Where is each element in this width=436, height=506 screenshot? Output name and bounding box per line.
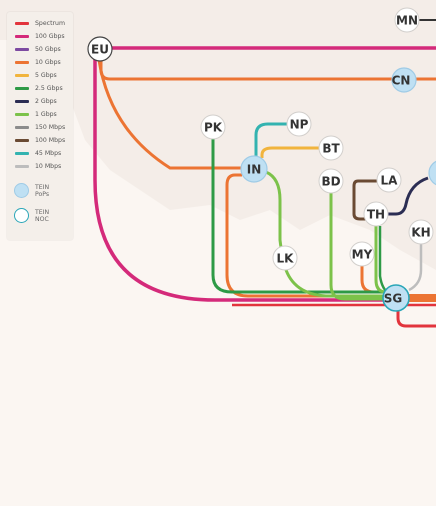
link-th-east-2g bbox=[388, 176, 429, 216]
node-mn[interactable]: MN bbox=[394, 7, 420, 33]
link-in-np-45m bbox=[254, 122, 288, 157]
legend-item-label: 150 Mbps bbox=[35, 124, 66, 131]
legend-item-label: 50 Gbps bbox=[35, 46, 61, 53]
legend-pops: TEIN PoPs bbox=[14, 183, 57, 198]
legend-item: 100 Gbps bbox=[15, 31, 65, 42]
node-east-pop[interactable] bbox=[428, 160, 436, 186]
legend-item: 50 Gbps bbox=[15, 44, 61, 55]
node-np[interactable]: NP bbox=[286, 111, 312, 137]
noc-circle-icon bbox=[14, 208, 29, 223]
legend-item: 45 Mbps bbox=[15, 148, 61, 159]
legend-item-label: 10 Gbps bbox=[35, 59, 61, 66]
legend-pops-label: TEIN PoPs bbox=[35, 183, 50, 198]
node-cn[interactable]: CN bbox=[391, 67, 417, 93]
node-label-mn: MN bbox=[396, 14, 418, 28]
legend-swatch bbox=[15, 22, 29, 25]
legend-swatch bbox=[15, 139, 29, 142]
node-sg[interactable]: SG bbox=[382, 284, 410, 312]
legend-item-label: 5 Gbps bbox=[35, 72, 57, 79]
link-kh-sg-10m bbox=[408, 243, 423, 292]
legend-swatch bbox=[15, 152, 29, 155]
legend-swatch bbox=[15, 61, 29, 64]
link-eu-sg-100g bbox=[93, 52, 436, 302]
link-pk-sg-2-5g bbox=[211, 138, 384, 294]
link-in-bt-5g bbox=[260, 146, 320, 158]
legend-swatch bbox=[15, 126, 29, 129]
legend-panel: Spectrum 100 Gbps 50 Gbps 10 Gbps 5 Gbps 2.5 … bbox=[7, 12, 73, 240]
legend-item-label: 100 Gbps bbox=[35, 33, 65, 40]
legend-item: 2.5 Gbps bbox=[15, 83, 63, 94]
legend-item-label: 100 Mbps bbox=[35, 137, 66, 144]
legend-item: 10 Mbps bbox=[15, 161, 61, 172]
node-label-lk: LK bbox=[277, 252, 295, 266]
legend-item-label: 10 Mbps bbox=[35, 163, 62, 170]
node-la[interactable]: LA bbox=[376, 167, 402, 193]
legend-swatch bbox=[15, 87, 29, 90]
legend-item: 150 Mbps bbox=[15, 122, 65, 133]
legend-item: 10 Gbps bbox=[15, 57, 61, 68]
legend-noc-label: TEIN NOC bbox=[35, 208, 50, 223]
node-label-np: NP bbox=[290, 118, 309, 132]
link-sg-spectrum bbox=[396, 305, 436, 328]
node-label-in: IN bbox=[247, 163, 262, 177]
legend-item-label: 45 Mbps bbox=[35, 150, 62, 157]
node-label-cn: CN bbox=[392, 74, 411, 88]
node-label-bt: BT bbox=[322, 142, 340, 156]
link-in-sg-10g bbox=[225, 173, 436, 298]
node-th[interactable]: TH bbox=[363, 201, 389, 227]
legend-item: 5 Gbps bbox=[15, 70, 57, 81]
legend-noc: TEIN NOC bbox=[14, 208, 57, 223]
legend-item: 1 Gbps bbox=[15, 109, 57, 120]
node-in[interactable]: IN bbox=[240, 155, 268, 183]
link-lk-sg-1g bbox=[284, 269, 384, 298]
node-my[interactable]: MY bbox=[349, 241, 375, 267]
node-label-my: MY bbox=[352, 248, 373, 262]
legend-item-label: Spectrum bbox=[35, 20, 65, 27]
legend-swatch bbox=[15, 100, 29, 103]
node-label-la: LA bbox=[381, 174, 399, 188]
legend-swatch bbox=[15, 48, 29, 51]
node-bd[interactable]: BD bbox=[318, 168, 344, 194]
legend-swatch bbox=[15, 165, 29, 168]
legend-item: 100 Mbps bbox=[15, 135, 65, 146]
node-label-pk: PK bbox=[204, 121, 223, 135]
node-label-sg: SG bbox=[384, 292, 403, 306]
legend-swatch bbox=[15, 113, 29, 116]
link-bd-sg-1g bbox=[329, 193, 384, 301]
legend-item: Spectrum bbox=[15, 18, 65, 29]
node-lk[interactable]: LK bbox=[272, 245, 298, 271]
node-kh[interactable]: KH bbox=[408, 219, 434, 245]
node-label-th: TH bbox=[367, 208, 385, 222]
legend-item-label: 1 Gbps bbox=[35, 111, 57, 118]
legend-swatch bbox=[15, 35, 29, 38]
legend-item-label: 2 Gbps bbox=[35, 98, 57, 105]
pop-circle-icon bbox=[14, 183, 29, 198]
node-pk[interactable]: PK bbox=[200, 114, 226, 140]
link-la-th-100m bbox=[352, 179, 378, 221]
legend-item: 2 Gbps bbox=[15, 96, 57, 107]
node-label-kh: KH bbox=[411, 226, 430, 240]
node-eu[interactable]: EU bbox=[87, 36, 113, 62]
legend-item-label: 2.5 Gbps bbox=[35, 85, 63, 92]
link-eu-in-10g bbox=[97, 59, 242, 170]
legend-swatch bbox=[15, 74, 29, 77]
node-bt[interactable]: BT bbox=[318, 135, 344, 161]
node-label-bd: BD bbox=[321, 175, 340, 189]
node-label-eu: EU bbox=[91, 43, 109, 57]
